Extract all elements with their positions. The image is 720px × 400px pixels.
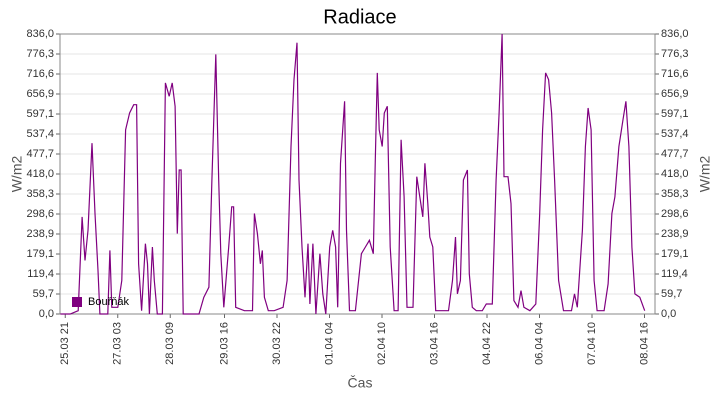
y-tick-label: 418,0 <box>26 168 54 180</box>
x-tick-label: 08.04 16 <box>638 322 650 365</box>
y2-tick-label: 0,0 <box>661 308 676 320</box>
y-axis-label: W/m2 <box>9 156 25 193</box>
y-tick-label: 358,3 <box>26 188 54 200</box>
y-tick-label: 59,7 <box>33 288 54 300</box>
chart-title: Radiace <box>323 6 396 28</box>
x-tick-label: 04.04 22 <box>481 322 493 365</box>
y2-tick-label: 358,3 <box>661 188 689 200</box>
y-tick-label: 238,9 <box>26 228 54 240</box>
y-tick-label: 656,9 <box>26 88 54 100</box>
y2-tick-label: 418,0 <box>661 168 689 180</box>
x-tick-label: 30.03 22 <box>271 322 283 365</box>
x-tick-label: 02.04 10 <box>376 322 388 365</box>
y-tick-label: 119,4 <box>27 268 54 280</box>
y-tick-label: 0,0 <box>39 308 54 320</box>
y-tick-label: 836,0 <box>26 28 54 40</box>
y-tick-label: 597,1 <box>26 108 54 120</box>
y2-tick-label: 298,6 <box>661 208 689 220</box>
y2-tick-label: 179,1 <box>661 248 689 260</box>
data-line <box>60 33 646 315</box>
x-tick-label: 06.04 04 <box>533 322 545 365</box>
y-tick-label: 298,6 <box>26 208 54 220</box>
y-tick-label: 776,3 <box>26 48 54 60</box>
y2-tick-label: 238,9 <box>661 228 689 240</box>
x-axis-label: Čas <box>348 375 373 391</box>
y2-tick-label: 836,0 <box>661 28 689 40</box>
plot-frame <box>59 33 656 315</box>
legend-label: Bouřňák <box>88 296 129 308</box>
y2-tick-label: 477,7 <box>661 148 689 160</box>
y-tick-label: 537,4 <box>26 128 54 140</box>
x-tick-label: 07.04 10 <box>586 322 598 365</box>
y2-tick-label: 537,4 <box>661 128 689 140</box>
x-tick-label: 29.03 16 <box>218 322 230 365</box>
x-tick-label: 03.04 16 <box>428 322 440 365</box>
y2-tick-label: 716,6 <box>661 68 689 80</box>
y-tick-label: 179,1 <box>26 248 54 260</box>
legend-swatch <box>72 297 82 307</box>
y2-tick-label: 119,4 <box>661 268 688 280</box>
x-tick-label: 28.03 09 <box>164 322 176 365</box>
y2-tick-label: 776,3 <box>661 48 689 60</box>
x-tick-label: 01.04 04 <box>323 322 335 365</box>
y2-tick-label: 597,1 <box>661 108 689 120</box>
y-tick-label: 716,6 <box>26 68 54 80</box>
y-tick-label: 477,7 <box>26 148 54 160</box>
y2-tick-label: 59,7 <box>661 288 682 300</box>
y2-tick-label: 656,9 <box>661 88 689 100</box>
x-tick-label: 27.03 03 <box>112 322 124 365</box>
x-tick-label: 25.03 21 <box>59 322 71 365</box>
y2-axis-label: W/m2 <box>697 156 713 193</box>
